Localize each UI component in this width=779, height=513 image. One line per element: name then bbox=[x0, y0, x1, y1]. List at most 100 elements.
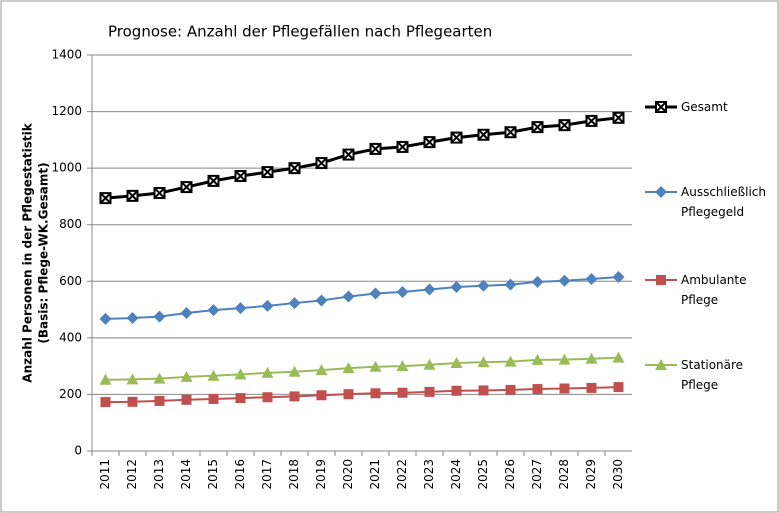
marker bbox=[655, 359, 667, 370]
marker bbox=[586, 382, 597, 393]
x-tick-label: 2015 bbox=[206, 459, 220, 490]
marker bbox=[153, 310, 166, 323]
marker bbox=[531, 275, 544, 288]
marker bbox=[396, 360, 409, 372]
marker bbox=[505, 384, 516, 395]
marker bbox=[397, 387, 408, 398]
marker bbox=[655, 101, 667, 113]
marker bbox=[315, 364, 328, 376]
x-tick-label: 2020 bbox=[341, 459, 355, 490]
x-tick-label: 2028 bbox=[557, 459, 571, 490]
y-tick-label: 600 bbox=[59, 274, 82, 288]
marker bbox=[207, 304, 220, 317]
marker bbox=[450, 131, 463, 144]
y-tick-label: 200 bbox=[59, 387, 82, 401]
marker bbox=[288, 162, 301, 175]
x-tick-label: 2024 bbox=[449, 459, 463, 490]
marker bbox=[612, 351, 625, 363]
marker bbox=[261, 299, 274, 312]
marker bbox=[262, 392, 273, 403]
x-tick-label: 2030 bbox=[611, 459, 625, 490]
marker bbox=[423, 136, 436, 149]
marker bbox=[234, 302, 247, 315]
marker bbox=[100, 397, 111, 408]
marker bbox=[477, 279, 490, 292]
legend-label: Stationäre Pflege bbox=[681, 358, 744, 392]
legend-label: Ambulante Pflege bbox=[681, 273, 747, 307]
marker-cross bbox=[450, 131, 463, 144]
legend-label: Ausschließlich Pflegegeld bbox=[681, 185, 767, 219]
marker-cross bbox=[612, 112, 625, 124]
marker bbox=[180, 181, 193, 194]
marker bbox=[342, 290, 355, 303]
marker-cross bbox=[655, 101, 667, 113]
legend-label: Gesamt bbox=[681, 100, 728, 114]
marker-cross bbox=[504, 126, 517, 138]
marker bbox=[181, 394, 192, 405]
marker bbox=[613, 382, 624, 393]
marker bbox=[261, 366, 274, 378]
x-tick-label: 2013 bbox=[152, 459, 166, 490]
x-tick-label: 2026 bbox=[503, 459, 517, 490]
marker bbox=[424, 386, 435, 397]
marker-cross bbox=[585, 115, 598, 127]
marker-cross bbox=[531, 121, 544, 133]
x-tick-label: 2025 bbox=[476, 459, 490, 490]
marker bbox=[504, 126, 517, 139]
marker bbox=[558, 119, 571, 132]
marker bbox=[450, 280, 463, 293]
marker bbox=[180, 306, 193, 319]
marker bbox=[180, 370, 193, 382]
marker-cross bbox=[261, 166, 274, 178]
marker-cross bbox=[207, 175, 220, 187]
marker-cross bbox=[315, 157, 328, 169]
marker-cross bbox=[396, 141, 409, 153]
marker-cross bbox=[126, 190, 139, 202]
marker-cross bbox=[369, 143, 382, 155]
marker bbox=[478, 385, 489, 396]
x-tick-label: 2029 bbox=[584, 459, 598, 490]
marker bbox=[558, 353, 571, 365]
marker bbox=[99, 373, 112, 385]
y-axis-label: (Basis: Pflege-WK.Gesamt) bbox=[37, 162, 51, 343]
marker bbox=[315, 157, 328, 170]
x-tick-label: 2023 bbox=[422, 459, 436, 490]
marker bbox=[154, 395, 165, 406]
marker bbox=[369, 360, 382, 372]
marker bbox=[396, 286, 409, 299]
marker bbox=[99, 192, 112, 205]
marker-cross bbox=[423, 136, 436, 148]
marker bbox=[531, 353, 544, 365]
marker bbox=[208, 393, 219, 404]
x-tick-label: 2027 bbox=[530, 459, 544, 490]
marker-cross bbox=[234, 170, 247, 182]
marker bbox=[343, 389, 354, 400]
marker-cross bbox=[288, 162, 301, 174]
marker bbox=[504, 278, 517, 291]
series-line bbox=[105, 356, 619, 381]
marker bbox=[207, 369, 220, 381]
marker bbox=[585, 352, 598, 364]
marker bbox=[369, 142, 382, 155]
marker bbox=[207, 174, 220, 187]
chart-title: Prognose: Anzahl der Pflegefällen nach P… bbox=[108, 23, 492, 41]
x-tick-label: 2017 bbox=[260, 459, 274, 490]
marker bbox=[342, 362, 355, 374]
marker bbox=[153, 372, 166, 384]
x-tick-label: 2016 bbox=[233, 459, 247, 490]
x-tick-label: 2022 bbox=[395, 459, 409, 490]
marker bbox=[126, 373, 139, 385]
marker bbox=[370, 388, 381, 399]
x-tick-label: 2018 bbox=[287, 459, 301, 490]
marker bbox=[655, 186, 667, 198]
marker bbox=[99, 312, 112, 325]
marker bbox=[477, 128, 490, 141]
marker bbox=[234, 170, 247, 183]
marker bbox=[316, 390, 327, 401]
y-tick-label: 1400 bbox=[51, 48, 82, 62]
marker bbox=[127, 396, 138, 407]
marker bbox=[451, 385, 462, 396]
marker bbox=[532, 384, 543, 395]
